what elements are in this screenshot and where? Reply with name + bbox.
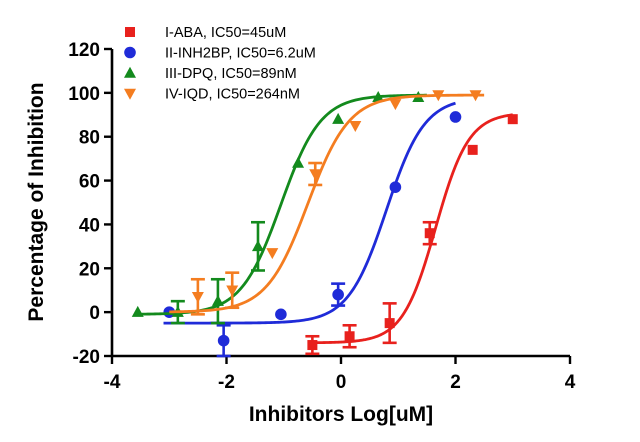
legend-marker [124, 66, 136, 78]
data-point [372, 90, 385, 102]
y-tick-label: 60 [79, 172, 100, 193]
y-tick-label: -20 [73, 347, 100, 368]
data-point [332, 112, 345, 124]
y-tick-label: 100 [68, 84, 100, 105]
legend-item: II-INH2BP, IC50=6.2uM [124, 46, 316, 62]
y-tick-label: 40 [79, 215, 100, 236]
legend-label: III-DPQ, IC50=89nM [165, 66, 297, 82]
series-3 [131, 90, 427, 325]
y-axis-ticks: -20 0 20 40 60 80 100 120 [68, 40, 112, 368]
legend-item: IV-IQD, IC50=264nM [124, 87, 300, 103]
legend-label: I-ABA, IC50=45uM [165, 25, 286, 41]
x-axis-ticks: -4 -2 0 2 4 [104, 356, 576, 393]
x-tick-label: -2 [218, 372, 235, 393]
series-2 [163, 101, 462, 358]
legend-label: IV-IQD, IC50=264nM [165, 87, 300, 103]
y-tick-label: 20 [79, 259, 100, 280]
data-point [389, 99, 402, 111]
series-layer [131, 90, 518, 358]
data-point [131, 305, 144, 317]
legend-marker [124, 46, 136, 59]
data-point [211, 294, 224, 306]
x-tick-label: -4 [104, 372, 121, 393]
y-tick-label: 0 [89, 303, 100, 324]
y-tick-label: 80 [79, 128, 100, 149]
data-point [332, 288, 344, 301]
legend-marker [124, 88, 136, 100]
legend-item: III-DPQ, IC50=89nM [124, 66, 297, 82]
data-point [507, 114, 518, 125]
legend-item: I-ABA, IC50=45uM [125, 25, 286, 41]
x-axis-title: Inhibitors Log[uM] [249, 403, 433, 426]
data-point [251, 240, 264, 252]
data-point [384, 318, 395, 329]
data-point [389, 181, 402, 193]
fit-curve [134, 93, 427, 316]
x-tick-label: 2 [450, 372, 461, 393]
data-point [226, 285, 239, 297]
data-point [467, 144, 478, 155]
data-point [469, 90, 482, 102]
data-point [349, 121, 362, 132]
legend-marker [125, 27, 135, 37]
data-point [307, 340, 318, 351]
x-tick-label: 0 [336, 372, 347, 393]
fit-curve [169, 93, 485, 314]
data-point [424, 228, 435, 239]
data-point [432, 90, 445, 102]
data-point [309, 169, 322, 181]
y-tick-label: 120 [68, 40, 100, 61]
data-point [217, 334, 230, 347]
data-point [292, 156, 305, 168]
series-4 [169, 90, 485, 316]
data-point [344, 331, 355, 342]
data-point [191, 292, 204, 304]
legend: I-ABA, IC50=45uM II-INH2BP, IC50=6.2uM III… [124, 25, 316, 103]
series-1 [305, 113, 518, 356]
legend-label: II-INH2BP, IC50=6.2uM [165, 46, 316, 62]
data-point [449, 111, 462, 123]
x-tick-label: 4 [565, 372, 576, 393]
fit-curve [309, 113, 513, 345]
data-point [266, 248, 279, 260]
data-point [275, 308, 287, 321]
y-axis-title: Percentage of Inhibition [25, 82, 48, 321]
